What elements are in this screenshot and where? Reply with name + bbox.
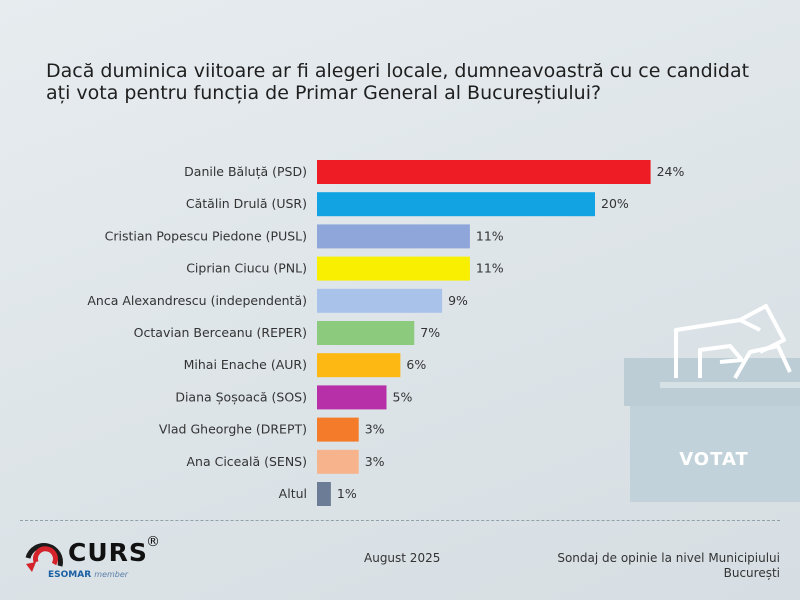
value-label: 3% xyxy=(365,454,385,469)
category-label: Altul xyxy=(279,486,307,501)
footer-source: Sondaj de opinie la nivel Municipiului B… xyxy=(557,551,780,580)
ballot-box-slot xyxy=(660,382,800,388)
ballot-box-body xyxy=(630,406,800,502)
bar xyxy=(317,449,359,474)
bar xyxy=(317,385,387,410)
footer-divider xyxy=(20,520,780,521)
bar xyxy=(317,192,595,217)
value-label: 6% xyxy=(406,357,426,372)
bar xyxy=(317,417,359,442)
value-label: 3% xyxy=(365,422,385,437)
value-label: 11% xyxy=(476,261,504,276)
category-label: Vlad Gheorghe (DREPT) xyxy=(159,422,307,437)
bar xyxy=(317,321,415,345)
esomar-text: ESOMAR member xyxy=(48,570,128,580)
category-label: Diana Șoșoacă (SOS) xyxy=(175,389,307,404)
ballot-box-label: VOTAT xyxy=(679,449,749,470)
value-label: 9% xyxy=(448,293,468,308)
category-label: Ciprian Ciucu (PNL) xyxy=(186,261,307,276)
value-label: 20% xyxy=(601,196,629,211)
value-label: 7% xyxy=(420,325,440,340)
chart-title: Dacă duminica viitoare ar fi alegeri loc… xyxy=(46,60,750,104)
footer-date: August 2025 xyxy=(364,551,441,565)
category-label: Anca Alexandrescu (independentă) xyxy=(87,293,307,308)
category-label: Ana Ciceală (SENS) xyxy=(186,454,307,469)
registered-mark: ® xyxy=(146,534,160,550)
bar xyxy=(317,482,331,506)
category-label: Mihai Enache (AUR) xyxy=(184,357,307,372)
curs-logo: CURS ® ESOMAR member xyxy=(22,534,172,588)
value-label: 5% xyxy=(393,389,413,404)
bar xyxy=(317,160,651,184)
category-label: Danile Băluță (PSD) xyxy=(184,164,307,179)
value-label: 24% xyxy=(657,164,685,179)
hand-ballot-icon xyxy=(674,304,792,379)
esomar-member: member xyxy=(94,570,129,579)
bar xyxy=(317,256,470,281)
curs-logo-text: CURS xyxy=(68,538,148,567)
esomar-name: ESOMAR xyxy=(48,570,92,580)
category-label: Octavian Berceanu (REPER) xyxy=(134,325,307,340)
category-label: Cristian Popescu Piedone (PUSL) xyxy=(105,228,307,243)
bar xyxy=(317,288,443,313)
bar xyxy=(317,224,470,249)
bar xyxy=(317,353,401,378)
value-label: 1% xyxy=(337,486,357,501)
value-label: 11% xyxy=(476,228,504,243)
curs-logo-swirl-icon xyxy=(25,543,63,572)
category-label: Cătălin Drulă (USR) xyxy=(186,196,307,211)
